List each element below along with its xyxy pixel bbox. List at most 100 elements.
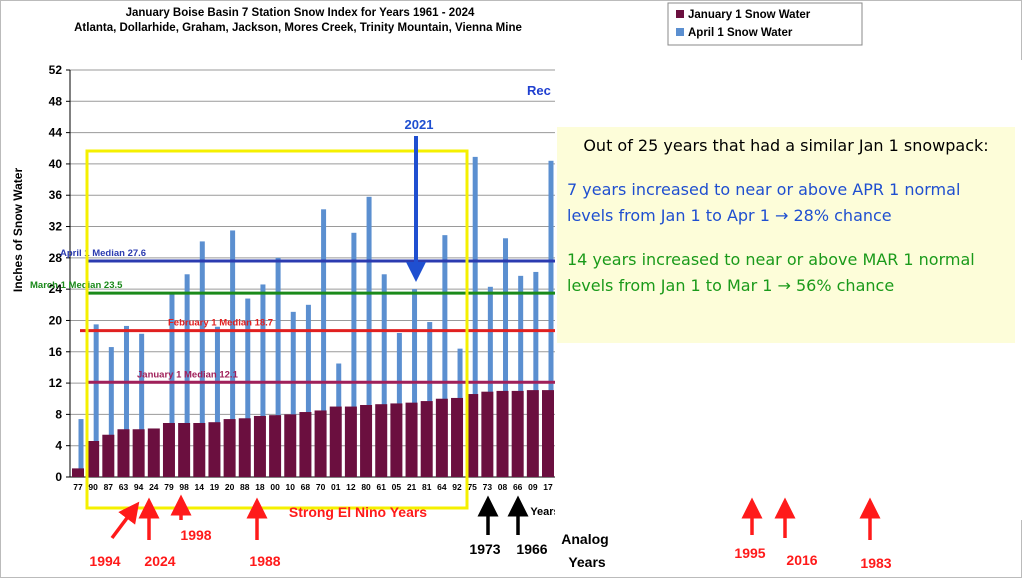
median-label: March 1 Median 23.5 (30, 280, 123, 291)
bar (405, 402, 418, 477)
y-tick-label: 28 (49, 251, 63, 265)
annotation: Strong El Nino Years (289, 504, 427, 520)
x-tick-label: 05 (392, 482, 402, 492)
bar (284, 414, 297, 477)
x-tick-label: 66 (513, 482, 523, 492)
highlight-box (85, 149, 469, 510)
y-tick-label: 36 (49, 188, 63, 202)
bar (253, 415, 266, 477)
annotation: 2016 (786, 552, 817, 568)
x-tick-label: 00 (270, 482, 280, 492)
callout-heading: Out of 25 years that had a similar Jan 1… (583, 136, 989, 155)
x-tick-label: 17 (543, 482, 553, 492)
x-tick-label: 19 (210, 482, 220, 492)
record-label: Rec (527, 83, 551, 98)
bar (503, 238, 509, 477)
y-tick-label: 20 (49, 313, 63, 327)
bar (381, 274, 387, 477)
bar (245, 298, 251, 477)
annotation: 1988 (249, 553, 280, 569)
x-tick-label: 87 (104, 482, 114, 492)
x-tick-label: 24 (149, 482, 159, 492)
bar (139, 333, 145, 477)
bar (199, 241, 205, 477)
y-tick-label: 32 (49, 220, 63, 234)
x-tick-label: 08 (498, 482, 508, 492)
annotation: 1983 (860, 555, 891, 571)
bar (238, 418, 251, 477)
bar (518, 275, 524, 477)
y-tick-label: 52 (49, 63, 63, 77)
bar (260, 284, 266, 477)
bar (299, 412, 312, 477)
x-tick-label: 75 (467, 482, 477, 492)
bar (223, 419, 236, 477)
legend-box (667, 2, 863, 46)
bar (548, 160, 554, 478)
x-tick-label: 88 (240, 482, 250, 492)
bar (366, 196, 372, 478)
x-tick-label: 09 (528, 482, 538, 492)
x-tick-label: 64 (437, 482, 447, 492)
bar (427, 322, 433, 477)
bar (123, 325, 129, 477)
legend-label: January 1 Snow Water (688, 9, 811, 21)
x-tick-label: 80 (361, 482, 371, 492)
bar (533, 271, 539, 477)
callout: Out of 25 years that had a similar Jan 1… (557, 127, 1015, 343)
median-label: April 1 Median 27.6 (60, 248, 146, 259)
x-tick-label: 92 (452, 482, 462, 492)
y-axis-label: Inches of Snow Water (11, 168, 25, 293)
callout-text: 14 years increased to near or above MAR … (567, 250, 975, 295)
x-tick-label: 20 (225, 482, 235, 492)
bar (351, 232, 357, 477)
legend-swatch (676, 10, 684, 18)
bar (102, 434, 115, 477)
bar (314, 410, 327, 477)
median-label: February 1 Median 18.7 (168, 318, 273, 329)
bar (442, 235, 448, 477)
y-tick-label: 0 (55, 470, 62, 484)
bar (390, 403, 403, 477)
x-tick-label: 61 (376, 482, 386, 492)
bar (169, 293, 175, 477)
bar (329, 406, 342, 477)
x-tick-label: 18 (255, 482, 265, 492)
y-tick-label: 24 (49, 282, 63, 296)
x-tick-label: 94 (134, 482, 144, 492)
x-tick-label: 10 (286, 482, 296, 492)
x-tick-label: 98 (179, 482, 189, 492)
annotation: 2021 (405, 117, 434, 132)
bar (93, 324, 99, 477)
annotation: 1973 (469, 541, 500, 557)
chart-subtitle: Atlanta, Dollarhide, Graham, Jackson, Mo… (74, 22, 522, 34)
bar (451, 397, 464, 477)
annotation: 1994 (89, 553, 120, 569)
bar (542, 390, 554, 477)
annotation: Years (568, 554, 606, 570)
y-tick-label: 12 (49, 376, 63, 390)
annotation: Analog (561, 531, 608, 547)
legend-swatch (676, 28, 684, 36)
y-tick-label: 44 (49, 126, 63, 140)
bar (472, 156, 478, 477)
bar (72, 468, 84, 477)
bar (184, 274, 190, 477)
y-tick-label: 48 (49, 94, 63, 108)
x-axis-label: Years (530, 506, 559, 518)
x-tick-label: 73 (483, 482, 493, 492)
arrow (110, 501, 140, 540)
bar (269, 415, 282, 477)
bar (230, 230, 236, 477)
bar (193, 422, 206, 477)
annotation: 1995 (734, 545, 765, 561)
x-tick-label: 01 (331, 482, 341, 492)
bar (360, 404, 373, 477)
bar (162, 422, 175, 477)
x-tick-label: 77 (73, 482, 83, 492)
annotation: 2024 (144, 553, 175, 569)
x-tick-label: 81 (422, 482, 432, 492)
x-tick-label: 68 (301, 482, 311, 492)
x-tick-label: 79 (164, 482, 174, 492)
bar (435, 398, 448, 477)
